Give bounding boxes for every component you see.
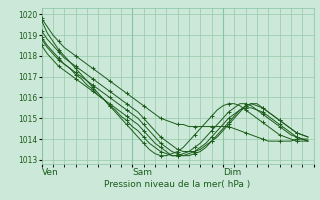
X-axis label: Pression niveau de la mer( hPa ): Pression niveau de la mer( hPa ) (104, 180, 251, 189)
